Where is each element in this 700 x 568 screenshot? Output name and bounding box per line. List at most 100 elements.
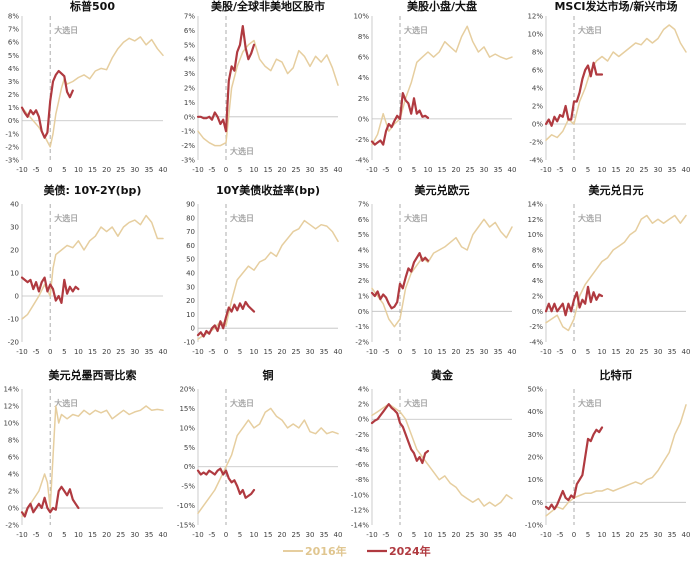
x-tick-label: 35 [144,348,153,356]
y-tick-label: 5% [184,41,195,49]
y-tick-label: 20% [179,386,195,394]
x-tick-label: 10 [250,166,259,174]
y-tick-label: 2% [8,91,19,99]
x-tick-label: 0 [224,531,228,539]
x-tick-label: 15 [438,166,447,174]
x-tick-label: -5 [33,166,40,174]
x-tick-label: 35 [494,348,503,356]
legend-label-2016: 2016年 [305,544,347,558]
x-tick-label: 5 [586,348,590,356]
y-tick-label: 0% [184,113,195,121]
y-tick-label: 6% [8,454,19,462]
x-tick-label: 20 [278,166,287,174]
series-line-2016 [545,404,687,517]
y-tick-label: -1% [355,323,369,331]
x-tick-label: 40 [508,348,517,356]
election-day-label: 大选日 [404,25,428,35]
y-tick-label: 6% [532,262,543,270]
chart-panel-4: MSCI发达市场/新兴市场 -4% -2% 0% 2% 4% 6% 8% 10% 12% -10 -5… [527,0,690,174]
y-tick-label: 8% [358,33,369,41]
x-tick-label: 0 [398,348,402,356]
y-tick-label: 4% [8,65,19,73]
chart-title: 标普500 [69,0,115,13]
x-tick-label: 10 [598,348,607,356]
x-tick-label: -10 [366,348,377,356]
x-tick-label: 30 [654,531,663,539]
y-tick-label: 4% [8,471,19,479]
y-tick-label: -3% [181,157,195,165]
chart-title: MSCI发达市场/新兴市场 [554,0,677,13]
x-tick-label: 30 [130,166,139,174]
x-tick-label: 15 [438,348,447,356]
x-tick-label: 10 [598,531,607,539]
x-tick-label: -5 [557,531,564,539]
x-tick-label: 40 [159,166,168,174]
y-tick-label: 3% [8,78,19,86]
x-tick-label: 40 [159,531,168,539]
y-tick-label: 12% [527,216,543,224]
x-tick-label: 40 [682,348,691,356]
x-tick-label: 5 [412,348,416,356]
chart-panel-3: 美股小盘/大盘 -4% -2% 0% 2% 4% 6% 8% 10% -10 -5 0 5 10 15 20 2… [353,0,516,174]
election-day-label: 大选日 [230,398,254,408]
x-tick-label: 15 [264,348,273,356]
x-tick-label: 25 [466,348,475,356]
y-tick-label: -2% [355,136,369,144]
chart-panel-2: 美股/全球非美地区股市 -3% -2% -1% 0% 1% 2% 3% 4% 5% 6% 7% -10-… [181,0,342,174]
x-tick-label: 20 [278,348,287,356]
y-tick-label: 2% [184,85,195,93]
x-tick-label: 40 [682,531,691,539]
series-line-2024 [370,91,430,146]
election-day-label: 大选日 [404,398,428,408]
y-tick-label: -10 [8,316,19,324]
x-tick-label: -10 [540,166,551,174]
y-tick-label: 6% [532,67,543,75]
x-tick-label: 0 [48,166,52,174]
y-tick-label: 0% [358,115,369,123]
x-tick-label: 0 [398,166,402,174]
y-tick-label: 4% [532,277,543,285]
y-tick-label: -6% [355,461,369,469]
x-tick-label: 35 [144,166,153,174]
series-line-2024 [20,485,80,518]
y-tick-label: -5% [181,483,195,491]
legend-label-2024: 2024年 [389,544,431,558]
y-tick-label: 0% [532,308,543,316]
x-tick-label: 5 [62,348,66,356]
chart-title: 铜 [262,368,274,382]
y-tick-label: 2% [8,488,19,496]
x-tick-label: 0 [224,166,228,174]
x-tick-label: 15 [88,348,97,356]
y-tick-label: 60 [186,242,195,250]
y-tick-label: 0 [191,325,195,333]
x-tick-label: 40 [334,166,343,174]
y-tick-label: 70 [186,228,195,236]
y-tick-label: -14% [351,522,369,530]
y-tick-label: 30 [10,224,19,232]
x-tick-label: 0 [572,531,576,539]
y-tick-label: -15% [177,522,195,530]
y-tick-label: 10% [527,231,543,239]
x-tick-label: 35 [668,531,677,539]
election-day-label: 大选日 [230,213,254,223]
y-tick-label: 7% [184,13,195,21]
x-tick-label: 15 [264,166,273,174]
y-tick-label: -2% [181,142,195,150]
y-tick-label: -2% [529,139,543,147]
y-tick-label: -3% [5,157,19,165]
election-day-label: 大选日 [578,25,602,35]
x-tick-label: 40 [508,531,517,539]
x-tick-label: 20 [452,531,461,539]
y-tick-label: -10% [525,522,543,530]
y-tick-label: 2% [532,103,543,111]
y-tick-label: 0% [184,463,195,471]
election-day-label: 大选日 [578,398,602,408]
y-tick-label: 40 [10,201,19,209]
election-day-label: 大选日 [54,213,78,223]
y-tick-label: 6% [358,216,369,224]
x-tick-label: 10 [424,166,433,174]
y-tick-label: 6% [358,54,369,62]
x-tick-label: 0 [398,531,402,539]
x-tick-label: 15 [612,166,621,174]
